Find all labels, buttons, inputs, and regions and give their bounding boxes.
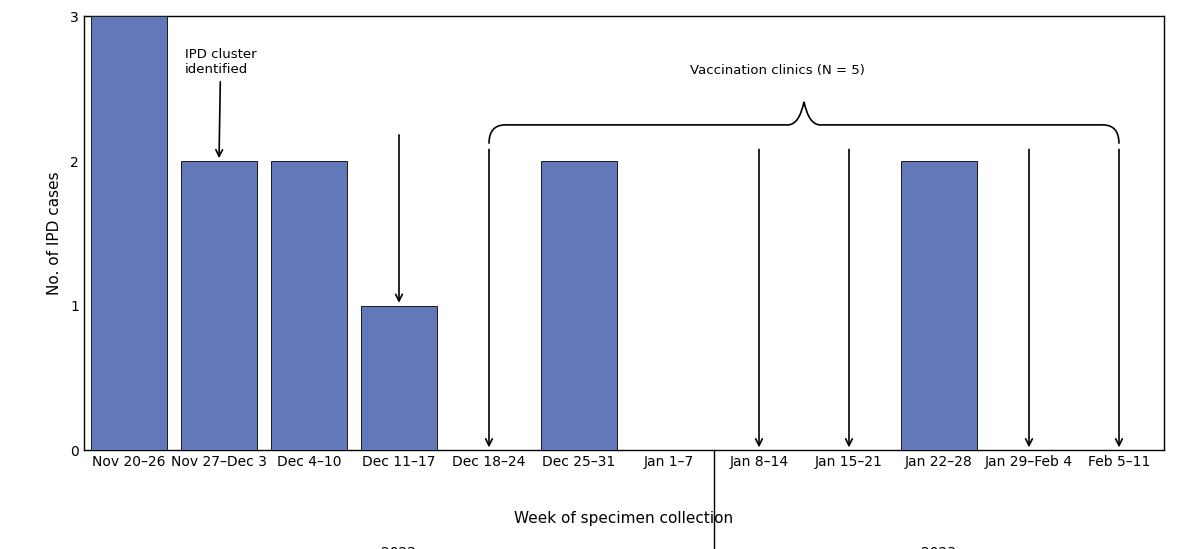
Bar [901, 161, 977, 450]
X-axis label: Week of specimen collection: Week of specimen collection [515, 511, 733, 526]
Y-axis label: No. of IPD cases: No. of IPD cases [47, 171, 62, 295]
Bar [91, 16, 167, 450]
Bar [181, 161, 257, 450]
Text: 2023: 2023 [922, 546, 956, 549]
Bar [361, 306, 437, 450]
Bar [541, 161, 617, 450]
Text: IPD cluster
identified: IPD cluster identified [185, 48, 257, 156]
Bar [271, 161, 347, 450]
Text: 2022: 2022 [382, 546, 416, 549]
Text: Vaccination clinics (N = 5): Vaccination clinics (N = 5) [690, 64, 864, 77]
